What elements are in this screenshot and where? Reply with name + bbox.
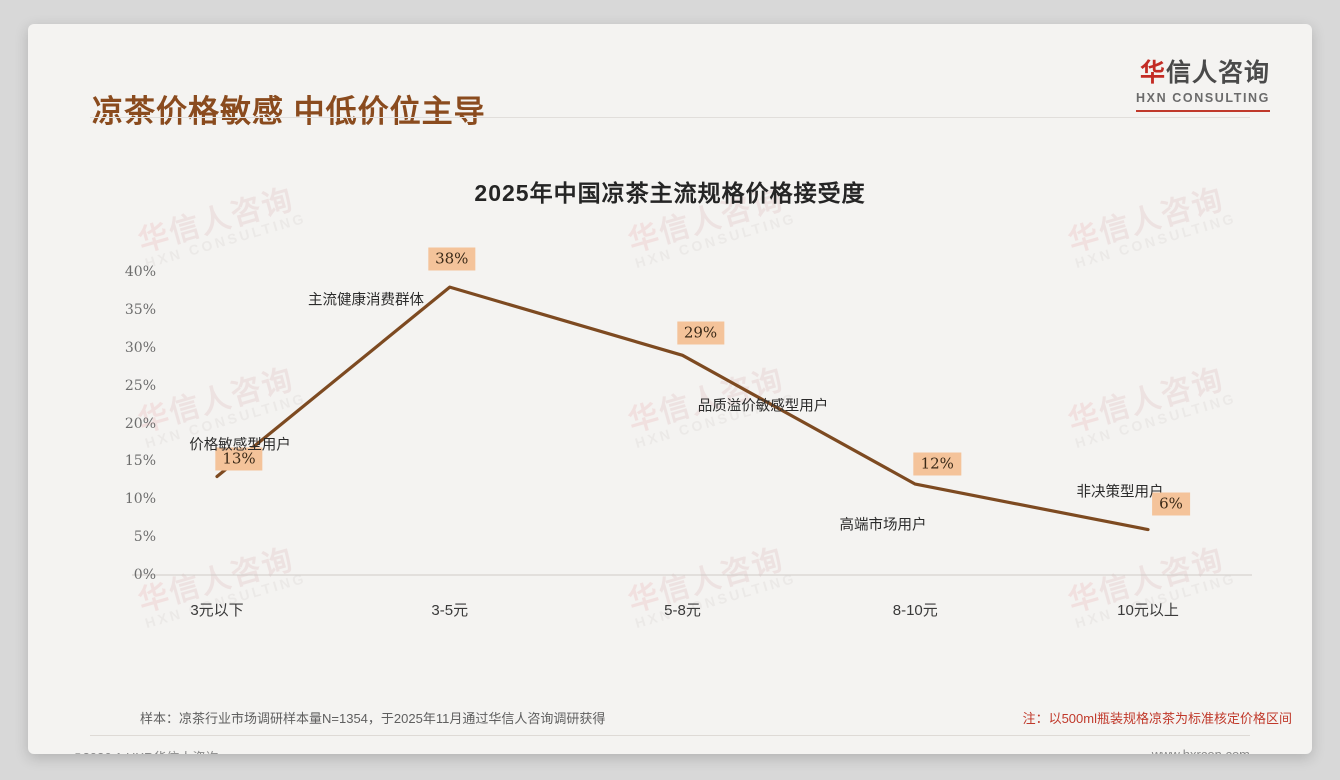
chart-title: 2025年中国凉茶主流规格价格接受度 bbox=[474, 180, 866, 206]
logo-underline bbox=[1136, 109, 1270, 112]
y-tick-label: 30% bbox=[124, 339, 156, 356]
y-tick-label: 35% bbox=[124, 301, 156, 318]
sample-note: 样本：凉茶行业市场调研样本量N=1354，于2025年11月通过华信人咨询调研获… bbox=[140, 711, 606, 726]
x-tick-label: 5-8元 bbox=[664, 602, 701, 619]
x-tick-label: 3元以下 bbox=[190, 602, 244, 619]
y-tick-label: 0% bbox=[133, 567, 156, 583]
copyright-text: ©2026.1 HXR华信人咨询 bbox=[73, 747, 218, 754]
website-link[interactable]: www.hxrcon.com bbox=[1152, 747, 1250, 754]
data-label: 12% bbox=[913, 452, 961, 476]
y-tick-label: 5% bbox=[133, 529, 156, 546]
y-tick-label: 15% bbox=[124, 453, 156, 470]
footer-bar: ©2026.1 HXR华信人咨询 www.hxrcon.com bbox=[28, 740, 1312, 754]
method-note: 注：以500ml瓶装规格凉茶为标准核定价格区间 bbox=[1022, 711, 1292, 726]
logo-cn-red: 华 bbox=[1139, 59, 1166, 87]
chart-svg bbox=[132, 285, 1252, 576]
data-label: 6% bbox=[1152, 492, 1190, 516]
slide: 华信人咨询 HXN CONSULTING 华信人咨询 HXN CONSULTIN… bbox=[28, 24, 1312, 754]
annotation-label: 品质溢价敏感型用户 bbox=[697, 398, 829, 415]
data-label: 13% bbox=[215, 447, 263, 471]
footer-divider bbox=[90, 735, 1250, 736]
y-tick-label: 25% bbox=[124, 377, 156, 394]
y-tick-label: 10% bbox=[124, 491, 156, 508]
x-tick-label: 8-10元 bbox=[892, 602, 938, 619]
line-chart: 0% 5% 10% 15% 20% 25% 30% 35% 40% 3元以下 3-5元 5-8元 8-… bbox=[28, 24, 1312, 754]
x-tick-label: 3-5元 bbox=[431, 602, 469, 619]
logo-cn-rest: 信人咨询 bbox=[1165, 59, 1270, 87]
y-tick-label: 20% bbox=[124, 415, 156, 432]
slide-header: 凉茶价格敏感 中低价位主导 华信人咨询 HXN CONSULTING bbox=[28, 24, 1312, 129]
x-tick-label: 10元以上 bbox=[1117, 602, 1179, 619]
series-line bbox=[215, 285, 1150, 532]
brand-logo: 华信人咨询 HXN CONSULTING bbox=[1136, 59, 1270, 112]
annotation-label: 主流健康消费群体 bbox=[308, 292, 424, 309]
y-tick-label: 40% bbox=[124, 264, 156, 280]
logo-en: HXN CONSULTING bbox=[1136, 90, 1270, 105]
annotation-label: 非决策型用户 bbox=[1076, 484, 1164, 501]
header-divider bbox=[90, 117, 1250, 118]
page-title: 凉茶价格敏感 中低价位主导 bbox=[92, 94, 486, 129]
annotation-label: 价格敏感型用户 bbox=[189, 437, 291, 454]
annotation-label: 高端市场用户 bbox=[839, 517, 927, 534]
data-label: 29% bbox=[676, 321, 725, 345]
data-label: 38% bbox=[428, 247, 476, 271]
